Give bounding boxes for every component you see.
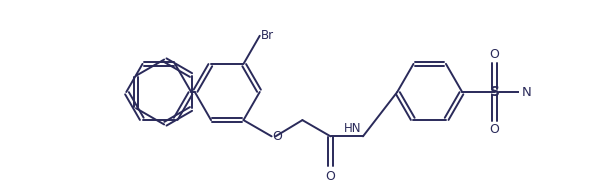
Text: N: N — [522, 86, 532, 98]
Text: O: O — [490, 123, 499, 136]
Text: Br: Br — [261, 29, 274, 42]
Text: O: O — [490, 48, 499, 61]
Text: O: O — [325, 170, 336, 183]
Text: HN: HN — [344, 122, 361, 135]
Text: O: O — [273, 130, 282, 143]
Text: S: S — [490, 85, 499, 99]
